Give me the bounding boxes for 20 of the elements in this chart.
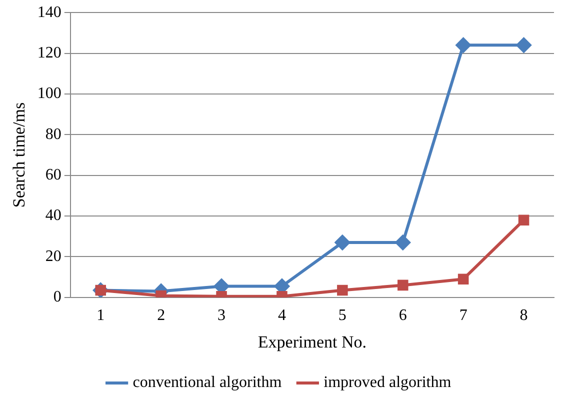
legend-label: improved algorithm xyxy=(324,374,452,392)
y-tick-label: 80 xyxy=(45,126,62,143)
y-tick-label: 100 xyxy=(37,85,62,102)
y-tick-label: 40 xyxy=(45,207,62,224)
x-axis-title: Experiment No. xyxy=(258,332,366,352)
y-tick-label: 120 xyxy=(37,44,62,62)
x-tick-label: 5 xyxy=(338,307,346,324)
x-tick-label: 8 xyxy=(520,307,528,324)
y-tick-label: 0 xyxy=(53,288,62,306)
x-tick-label: 2 xyxy=(157,307,166,324)
y-tick-label: 60 xyxy=(45,166,62,184)
y-tick-label: 140 xyxy=(37,4,62,21)
x-tick-label: 4 xyxy=(278,307,286,324)
x-tick-label: 1 xyxy=(96,307,105,324)
y-tick-label: 20 xyxy=(45,248,62,265)
y-axis-title: Search time/ms xyxy=(10,102,29,208)
x-tick-label: 6 xyxy=(398,307,407,324)
x-tick-label: 7 xyxy=(459,307,468,324)
legend-label: conventional algorithm xyxy=(132,374,282,392)
x-tick-label: 3 xyxy=(218,307,226,324)
